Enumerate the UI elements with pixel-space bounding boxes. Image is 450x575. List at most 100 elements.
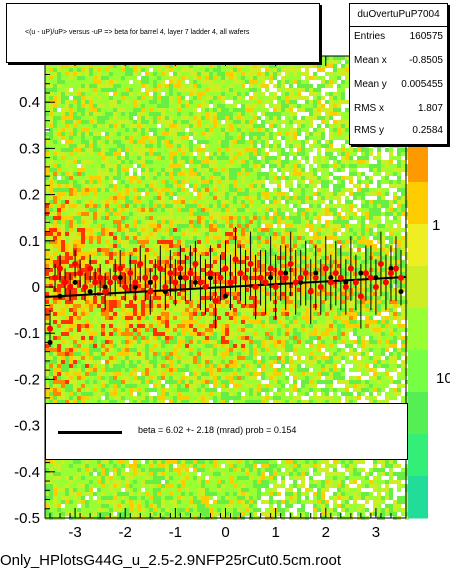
heatmap-cell bbox=[301, 112, 305, 116]
heatmap-cell bbox=[141, 112, 145, 116]
heatmap-cell bbox=[85, 244, 89, 248]
heatmap-cell bbox=[93, 136, 97, 140]
heatmap-cell bbox=[169, 192, 173, 196]
heatmap-cell bbox=[169, 188, 173, 192]
heatmap-cell bbox=[161, 112, 165, 116]
heatmap-cell bbox=[197, 116, 201, 120]
heatmap-cell bbox=[125, 116, 129, 120]
heatmap-cell bbox=[313, 96, 317, 100]
heatmap-cell bbox=[353, 252, 357, 256]
heatmap-cell bbox=[93, 232, 97, 236]
heatmap-cell bbox=[229, 100, 233, 104]
heatmap-cell bbox=[393, 172, 397, 176]
heatmap-cell bbox=[217, 124, 221, 128]
heatmap-cell bbox=[229, 80, 233, 84]
heatmap-cell bbox=[293, 140, 297, 144]
heatmap-cell bbox=[161, 172, 165, 176]
heatmap-cell bbox=[85, 140, 89, 144]
heatmap-cell bbox=[345, 84, 349, 88]
heatmap-cell bbox=[61, 272, 65, 276]
heatmap-cell bbox=[141, 224, 145, 228]
heatmap-cell bbox=[181, 196, 185, 200]
heatmap-cell bbox=[377, 184, 381, 188]
heatmap-cell bbox=[125, 260, 129, 264]
heatmap-cell bbox=[105, 248, 109, 252]
heatmap-cell bbox=[89, 124, 93, 128]
heatmap-cell bbox=[97, 152, 101, 156]
heatmap-cell bbox=[269, 80, 273, 84]
heatmap-cell bbox=[277, 120, 281, 124]
heatmap-cell bbox=[177, 212, 181, 216]
heatmap-cell bbox=[137, 104, 141, 108]
heatmap-cell bbox=[173, 188, 177, 192]
heatmap-cell bbox=[201, 104, 205, 108]
heatmap-cell bbox=[73, 124, 77, 128]
heatmap-cell bbox=[45, 160, 49, 164]
heatmap-cell bbox=[157, 124, 161, 128]
heatmap-cell bbox=[209, 264, 213, 268]
heatmap-cell bbox=[89, 76, 93, 80]
heatmap-cell bbox=[365, 256, 369, 260]
heatmap-cell bbox=[289, 112, 293, 116]
heatmap-cell bbox=[325, 232, 329, 236]
heatmap-cell bbox=[361, 180, 365, 184]
heatmap-cell bbox=[161, 236, 165, 240]
heatmap-cell bbox=[141, 180, 145, 184]
heatmap-cell bbox=[261, 96, 265, 100]
heatmap-cell bbox=[217, 204, 221, 208]
heatmap-cell bbox=[201, 144, 205, 148]
heatmap-cell bbox=[297, 180, 301, 184]
heatmap-cell bbox=[225, 240, 229, 244]
heatmap-cell bbox=[45, 204, 49, 208]
heatmap-cell bbox=[373, 216, 377, 220]
heatmap-cell bbox=[177, 176, 181, 180]
heatmap-cell bbox=[237, 220, 241, 224]
heatmap-cell bbox=[309, 236, 313, 240]
heatmap-cell bbox=[265, 228, 269, 232]
heatmap-cell bbox=[389, 164, 393, 168]
heatmap-cell bbox=[265, 216, 269, 220]
heatmap-cell bbox=[189, 88, 193, 92]
heatmap-cell bbox=[125, 200, 129, 204]
heatmap-cell bbox=[261, 68, 265, 72]
heatmap-cell bbox=[145, 248, 149, 252]
heatmap-cell bbox=[141, 260, 145, 264]
heatmap-cell bbox=[173, 192, 177, 196]
heatmap-cell bbox=[289, 152, 293, 156]
heatmap-cell bbox=[265, 68, 269, 72]
heatmap-cell bbox=[329, 88, 333, 92]
heatmap-cell bbox=[149, 92, 153, 96]
heatmap-cell bbox=[293, 116, 297, 120]
heatmap-cell bbox=[213, 244, 217, 248]
heatmap-cell bbox=[125, 172, 129, 176]
heatmap-cell bbox=[69, 200, 73, 204]
heatmap-cell bbox=[149, 160, 153, 164]
heatmap-cell bbox=[305, 132, 309, 136]
heatmap-cell bbox=[341, 248, 345, 252]
heatmap-cell bbox=[105, 80, 109, 84]
heatmap-cell bbox=[73, 192, 77, 196]
heatmap-cell bbox=[189, 236, 193, 240]
heatmap-cell bbox=[109, 264, 113, 268]
heatmap-cell bbox=[257, 216, 261, 220]
heatmap-cell bbox=[169, 160, 173, 164]
heatmap-cell bbox=[69, 268, 73, 272]
heatmap-cell bbox=[373, 192, 377, 196]
heatmap-cell bbox=[289, 92, 293, 96]
heatmap-cell bbox=[229, 224, 233, 228]
heatmap-cell bbox=[325, 112, 329, 116]
heatmap-cell bbox=[253, 240, 257, 244]
heatmap-cell bbox=[121, 156, 125, 160]
heatmap-cell bbox=[325, 116, 329, 120]
heatmap-cell bbox=[209, 108, 213, 112]
heatmap-cell bbox=[269, 112, 273, 116]
heatmap-cell bbox=[157, 72, 161, 76]
heatmap-cell bbox=[213, 76, 217, 80]
heatmap-cell bbox=[357, 204, 361, 208]
heatmap-cell bbox=[213, 180, 217, 184]
heatmap-cell bbox=[49, 164, 53, 168]
heatmap-cell bbox=[113, 152, 117, 156]
heatmap-cell bbox=[385, 148, 389, 152]
heatmap-cell bbox=[309, 124, 313, 128]
heatmap-cell bbox=[257, 136, 261, 140]
